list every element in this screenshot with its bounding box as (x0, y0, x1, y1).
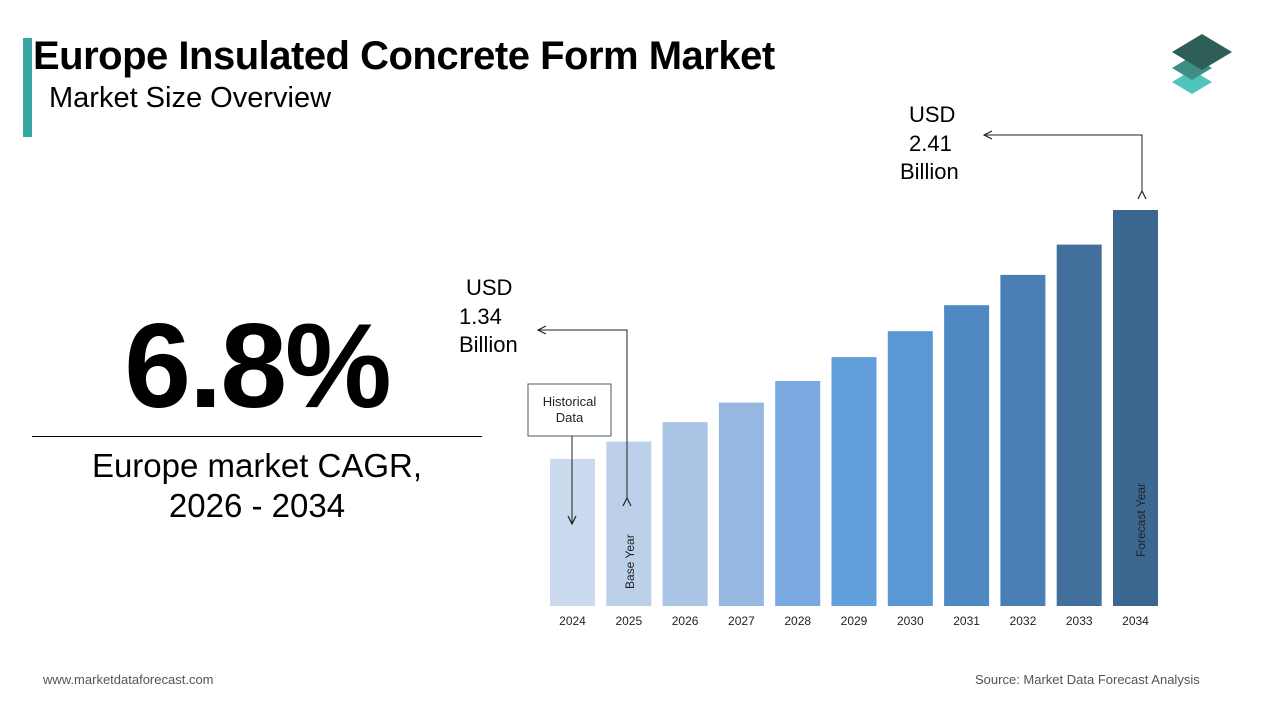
logo-layer-bottom (1172, 70, 1212, 94)
end-callout-line2: 2.41 (909, 131, 952, 156)
footer-source: Source: Market Data Forecast Analysis (975, 672, 1200, 687)
x-tick-label-2034: 2034 (1122, 614, 1149, 628)
cagr-label: Europe market CAGR, 2026 - 2034 (32, 446, 482, 526)
cagr-label-line1: Europe market CAGR, (91, 447, 423, 484)
start-callout-line1: USD (466, 275, 512, 300)
bar-group (550, 210, 1158, 606)
cagr-label-line2: 2026 - 2034 (168, 487, 346, 524)
end-callout-line3: Billion (900, 159, 959, 184)
bar-2028 (775, 381, 821, 606)
footer-website-link[interactable]: www.marketdataforecast.com (43, 672, 214, 687)
bar-2029 (831, 357, 877, 606)
historical-data-label-line1: Historical (543, 394, 597, 409)
forecast-year-label: Forecast Year (1134, 483, 1148, 557)
bar-2033 (1056, 244, 1102, 606)
end-callout-line1: USD (909, 102, 955, 127)
page-title: Europe Insulated Concrete Form Market (33, 34, 775, 78)
x-tick-label-2029: 2029 (841, 614, 868, 628)
x-tick-label-2024: 2024 (559, 614, 586, 628)
cagr-value: 6.8% (124, 299, 392, 433)
bar-2032 (1000, 274, 1046, 606)
bar-2034 (1113, 210, 1158, 606)
start-callout-line2: 1.34 (459, 304, 502, 329)
x-tick-label-2027: 2027 (728, 614, 755, 628)
title-accent-bar (23, 38, 32, 137)
historical-data-label-line2: Data (556, 410, 584, 425)
x-tick-label-2026: 2026 (672, 614, 699, 628)
x-tick-label-2028: 2028 (784, 614, 811, 628)
logo-layer-top (1172, 34, 1232, 70)
page-subtitle: Market Size Overview (49, 82, 332, 114)
bar-2031 (944, 305, 990, 606)
x-tick-label-2032: 2032 (1010, 614, 1037, 628)
x-axis-ticks: 2024 2025 2026 2027 2028 2029 2030 2031 2032 2033… (559, 614, 1149, 628)
end-callout-arrow (984, 135, 1142, 191)
start-callout-arrow (538, 330, 627, 498)
bar-2030 (887, 331, 933, 606)
cagr-divider (32, 436, 482, 437)
bar-2026 (662, 422, 708, 606)
bar-2027 (718, 402, 764, 606)
start-callout-line3: Billion (459, 332, 518, 357)
x-tick-label-2025: 2025 (615, 614, 642, 628)
brand-logo-icon (1172, 34, 1232, 94)
x-tick-label-2033: 2033 (1066, 614, 1093, 628)
x-tick-label-2030: 2030 (897, 614, 924, 628)
x-tick-label-2031: 2031 (953, 614, 980, 628)
base-year-label: Base Year (623, 534, 637, 589)
